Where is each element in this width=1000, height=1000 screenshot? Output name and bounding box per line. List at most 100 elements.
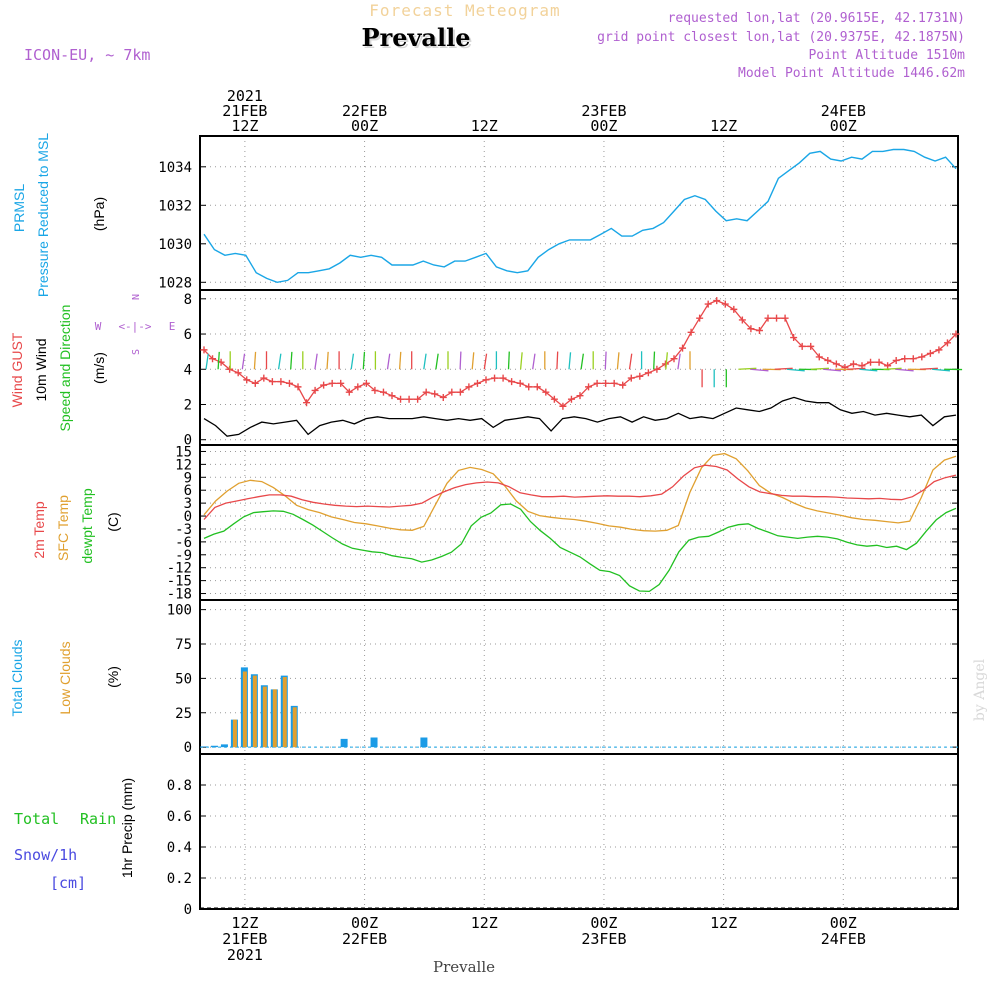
bottom-time-label: 24FEB — [821, 930, 866, 948]
bottom-time-label: 21FEB — [222, 930, 267, 948]
gust-marker — [704, 300, 712, 308]
location-title-front: Prevalle — [362, 23, 471, 52]
gust-marker — [345, 388, 353, 396]
gust-marker — [670, 355, 678, 363]
gust-marker — [379, 388, 387, 396]
wind-direction-arrow — [290, 351, 293, 370]
top-time-label: 00Z — [590, 117, 617, 135]
gust-marker — [943, 339, 951, 347]
gust-marker — [747, 325, 755, 333]
total-cloud-bar — [220, 744, 228, 748]
wind-direction-arrow — [253, 351, 257, 370]
total-rain-label: Total — [14, 810, 59, 828]
snow-unit-label: [cm] — [50, 874, 86, 892]
y-tick-label: 8 — [184, 292, 192, 308]
compass-e-label: E — [169, 320, 176, 333]
y-tick-label: 75 — [175, 637, 192, 653]
gust-marker — [901, 355, 909, 363]
top-time-label: 22FEB — [342, 102, 387, 120]
y-tick-label: -6 — [175, 535, 192, 551]
model-label: ICON-EU, ~ 7km — [24, 46, 150, 64]
wind-direction-arrow — [653, 351, 656, 370]
y-tick-label: -9 — [175, 548, 192, 564]
bottom-time-label: 00Z — [830, 914, 857, 932]
y-tick-label: -3 — [175, 522, 192, 538]
compass-mid-label: <-|-> — [118, 320, 151, 333]
gust-marker — [593, 379, 601, 387]
gust-marker — [285, 379, 293, 387]
gust-marker — [473, 379, 481, 387]
top-time-label: 12Z — [231, 117, 258, 135]
wind-direction-arrow — [205, 353, 209, 370]
top-time-label: 24FEB — [821, 102, 866, 120]
gust-marker — [832, 360, 840, 368]
gust-marker — [875, 358, 883, 366]
low-cloud-bar — [292, 707, 297, 748]
gust-marker — [610, 379, 618, 387]
gust-marker — [209, 355, 217, 363]
gust-marker — [679, 344, 687, 352]
top-time-label: 12Z — [471, 117, 498, 135]
wind-direction-arrow — [362, 351, 366, 370]
gust-marker — [542, 388, 550, 396]
y-tick-label: 1030 — [158, 237, 192, 253]
low-cloud-bar — [232, 719, 237, 748]
total-cloud-bar — [340, 738, 348, 748]
total-clouds-label: Total Clouds — [9, 639, 25, 716]
wind-direction-arrow — [326, 351, 329, 370]
wind-direction-arrow — [459, 351, 462, 370]
y-tick-label: 1034 — [158, 160, 192, 176]
location-title: Prevalle — [364, 25, 473, 54]
gust-marker — [303, 399, 311, 407]
y-tick-label: 0 — [184, 433, 192, 449]
gust-marker — [849, 360, 857, 368]
cloud-unit-label: (%) — [105, 666, 121, 688]
wind-direction-arrow — [895, 368, 914, 372]
y-tick-label: 0.4 — [167, 840, 192, 856]
panel-frame — [199, 444, 959, 601]
precip-labels: Total Rain Snow/1h [cm] 1hr Precip (mm) — [14, 778, 135, 892]
wind-direction-arrow — [883, 367, 902, 370]
compass-n-label: N — [131, 294, 142, 300]
wind-direction-arrow — [483, 353, 488, 370]
y-tick-label: 12 — [175, 457, 192, 473]
gust-marker — [525, 383, 533, 391]
gust-marker — [781, 314, 789, 322]
wind-direction-arrow — [665, 352, 668, 370]
wind-direction-arrow — [604, 351, 607, 370]
y-tick-label: 15 — [175, 444, 192, 460]
y-tick-label: 4 — [184, 362, 192, 378]
gust-marker — [696, 314, 704, 322]
pressure-line — [203, 148, 957, 284]
wind-direction-arrow — [774, 367, 793, 370]
pressure-msl-label: Pressure Reduced to MSL — [35, 133, 51, 297]
wind-direction-arrow — [859, 368, 878, 372]
wind-direction-arrow — [738, 367, 757, 370]
gust-marker — [414, 395, 422, 403]
wind-direction-arrow — [350, 353, 355, 370]
wind-direction-arrow — [628, 353, 633, 370]
gust-marker — [371, 386, 379, 394]
rain-label: Rain — [80, 810, 116, 828]
total-cloud-bar — [370, 737, 378, 748]
bottom-time-label: 00Z — [590, 914, 617, 932]
gust-marker — [405, 395, 413, 403]
gust-marker — [926, 349, 934, 357]
gust-marker — [448, 388, 456, 396]
y-tick-label: 6 — [184, 327, 192, 343]
gust-marker — [559, 402, 567, 410]
wind-unit-label: (m/s) — [91, 352, 107, 384]
bottom-time-label: 22FEB — [342, 930, 387, 948]
gust-marker — [636, 372, 644, 380]
gust-marker — [491, 374, 499, 382]
panel-frame — [199, 753, 959, 910]
bottom-time-label: 12Z — [471, 914, 498, 932]
wind-direction-arrow — [750, 368, 769, 372]
y-tick-label: 0 — [184, 509, 192, 525]
gust-marker — [687, 328, 695, 336]
wind-direction-arrow — [217, 351, 220, 370]
gust-marker — [328, 379, 336, 387]
wind-direction-arrow — [616, 352, 620, 370]
wind-direction-arrow — [314, 353, 318, 370]
gust-marker — [251, 379, 259, 387]
